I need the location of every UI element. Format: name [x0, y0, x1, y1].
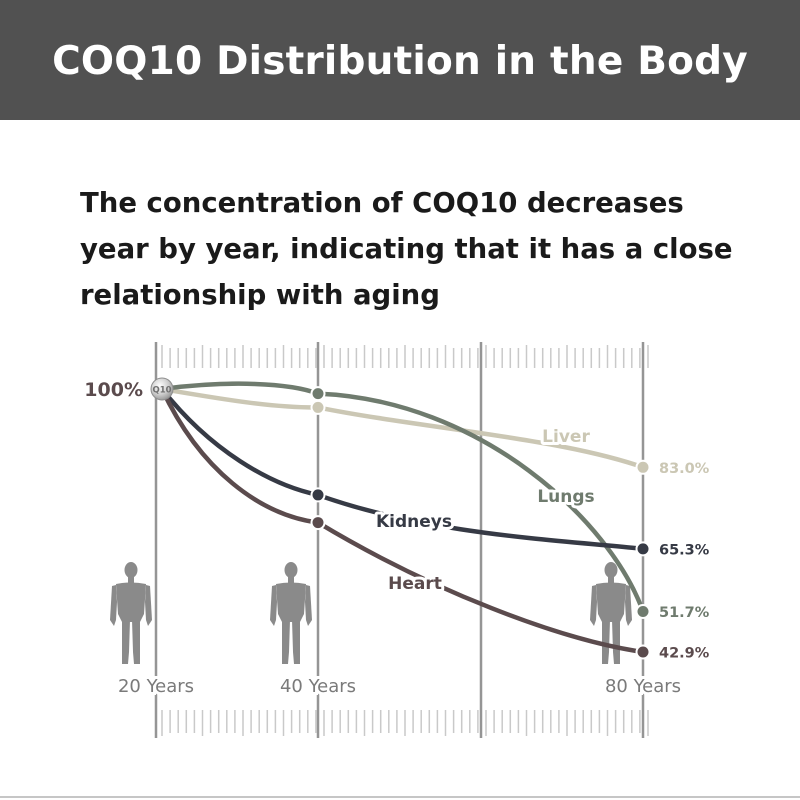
series-point-kidneys	[637, 543, 649, 555]
end-value-lungs: 51.7%	[659, 605, 710, 621]
series-point-liver	[312, 401, 324, 413]
end-value-heart: 42.9%	[659, 646, 710, 662]
series-lines	[159, 381, 646, 655]
end-value-liver: 83.0%	[659, 461, 710, 477]
series-point-heart	[637, 646, 649, 658]
x-tick-label: 20 Years	[118, 676, 194, 697]
start-marker: Q10	[150, 377, 174, 401]
vertical-gridlines	[154, 342, 645, 738]
series-point-heart	[312, 517, 324, 529]
series-line-lungs	[159, 381, 646, 614]
q10-badge	[150, 377, 174, 401]
series-label-kidneys: Kidneys	[376, 512, 452, 532]
series-point-kidneys	[312, 489, 324, 501]
page-title: COQ10 Distribution in the Body	[52, 38, 748, 84]
series-point-lungs	[637, 605, 649, 617]
series-label-heart: Heart	[388, 574, 442, 594]
series-line-kidneys	[159, 386, 646, 552]
start-value-label: 100%	[84, 379, 143, 401]
series-point-liver	[637, 461, 649, 473]
bottom-divider	[0, 796, 800, 798]
x-tick-label: 80 Years	[605, 676, 681, 697]
series-label-lungs: Lungs	[537, 487, 594, 507]
series-line-liver	[159, 386, 646, 470]
header-bar: COQ10 Distribution in the Body	[0, 0, 800, 120]
ruler-ticks-top	[161, 345, 649, 368]
x-tick-label: 40 Years	[280, 676, 356, 697]
x-axis-labels: 20 Years 40 Years 80 Years	[115, 673, 684, 700]
human-figure-icon	[110, 562, 152, 664]
series-label-liver: Liver	[542, 427, 590, 447]
end-value-kidneys: 65.3%	[659, 542, 710, 558]
series-labels: Liver Lungs Kidneys Heart	[373, 424, 598, 597]
human-figure-icon	[270, 562, 312, 664]
series-line-heart	[159, 386, 646, 655]
ruler-ticks-bottom	[161, 710, 649, 736]
q10-badge-label: Q10	[152, 386, 171, 396]
series-points	[310, 386, 651, 660]
subtitle: The concentration of COQ10 decreases yea…	[80, 187, 733, 311]
series-point-lungs	[312, 388, 324, 400]
end-value-labels: 83.0% 51.7% 65.3% 42.9%	[659, 461, 710, 662]
